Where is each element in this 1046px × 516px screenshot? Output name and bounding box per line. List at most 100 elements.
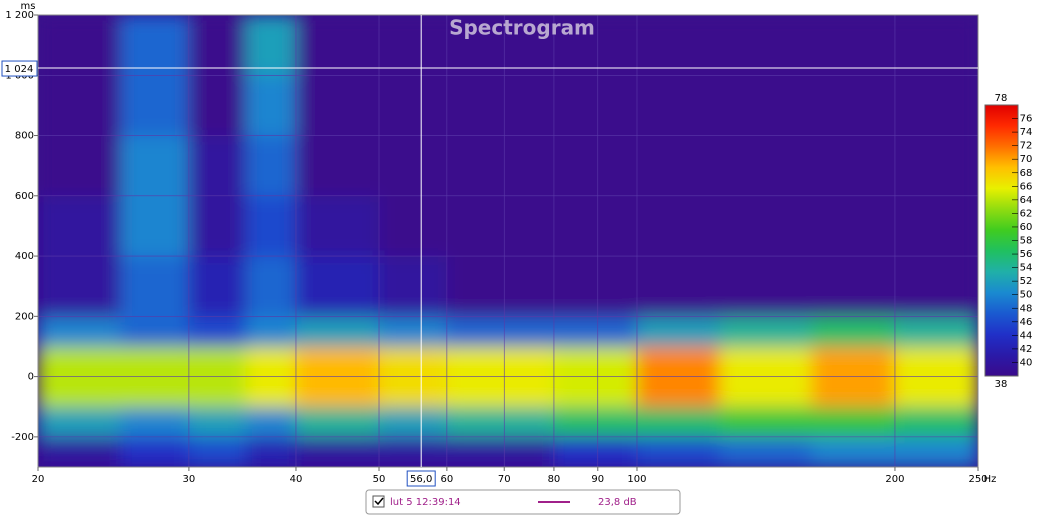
heat-cell [894, 255, 978, 317]
heat-cells [38, 15, 978, 467]
y-tick-label: 200 [15, 311, 34, 322]
heat-cell [295, 15, 380, 76]
heat-cell [245, 406, 297, 438]
color-tick-label: 66 [1020, 181, 1033, 192]
color-tick-label: 74 [1020, 127, 1033, 138]
heat-cell [719, 255, 813, 317]
heat-cell [719, 195, 813, 257]
heat-cell [378, 436, 448, 467]
color-tick-label: 46 [1020, 317, 1033, 328]
heat-cell [811, 135, 896, 197]
heat-cell [719, 135, 813, 197]
heat-cell [553, 255, 638, 317]
heat-cell [245, 74, 297, 137]
color-tick-label: 72 [1020, 141, 1033, 152]
heat-cell [295, 135, 380, 197]
cursor: 56,0 1 024 [1, 15, 978, 487]
chart-title: Spectrogram [449, 16, 595, 40]
heat-cell [38, 74, 122, 137]
heat-cell [378, 74, 448, 137]
heat-cell [38, 436, 122, 467]
y-tick-label: 1 200 [5, 10, 34, 21]
heat-cell [719, 315, 813, 347]
heat-cell [894, 74, 978, 137]
heat-cell [188, 406, 247, 438]
heat-cell [120, 436, 190, 467]
color-tick-label: 60 [1020, 222, 1033, 233]
heat-cell [245, 436, 297, 467]
heat-cell [188, 74, 247, 137]
heat-cell [553, 15, 638, 76]
color-max-label: 78 [995, 93, 1008, 104]
legend: lut 5 12:39:14 23,8 dB [365, 489, 681, 515]
heat-cell [378, 15, 448, 76]
heat-cell [378, 135, 448, 197]
x-tick-label: 90 [591, 474, 604, 485]
plot-frame [37, 14, 979, 468]
cursor-y-box [1, 60, 38, 77]
legend-checkbox[interactable] [372, 495, 385, 508]
heat-cell [120, 15, 190, 76]
heat-cell [188, 436, 247, 467]
heat-cell [719, 74, 813, 137]
heat-cell [120, 135, 190, 197]
legend-value: 23,8 dB [598, 497, 637, 508]
heat-cell [636, 195, 721, 257]
x-tick-label: 50 [373, 474, 386, 485]
heat-cell [553, 195, 638, 257]
color-tick-label: 40 [1020, 357, 1033, 368]
legend-name: lut 5 12:39:14 [390, 497, 461, 508]
color-tick-label: 62 [1020, 208, 1033, 219]
x-tick-label: 20 [32, 474, 45, 485]
heat-cell [188, 15, 247, 76]
heat-cell [811, 255, 896, 317]
heat-cell [245, 15, 297, 76]
y-tick-label: 0 [28, 372, 34, 383]
x-tick-label: 30 [183, 474, 196, 485]
heat-cell [894, 195, 978, 257]
heat-cell [120, 195, 190, 257]
heat-cell [636, 406, 721, 438]
heat-cell [378, 255, 448, 317]
heatmap [38, 15, 978, 467]
heat-cell [38, 195, 122, 257]
heat-cell [245, 195, 297, 257]
heat-cell [811, 195, 896, 257]
color-tick-label: 64 [1020, 195, 1033, 206]
heat-cell [811, 15, 896, 76]
check-mark [374, 497, 384, 506]
cursor-x-box [406, 470, 436, 487]
x-tick-label: 80 [548, 474, 561, 485]
heat-cell [378, 315, 448, 347]
heat-cell [553, 406, 638, 438]
heat-cell [811, 406, 896, 438]
heat-cell [553, 436, 638, 467]
y-unit: ms [21, 1, 36, 12]
heat-cell [553, 74, 638, 137]
heat-cell [245, 135, 297, 197]
heat-cell [295, 195, 380, 257]
heat-cell [38, 315, 122, 347]
heat-cell [295, 315, 380, 347]
cursor-y-label: 1 024 [5, 64, 34, 75]
heat-cell [120, 315, 190, 347]
color-tick-label: 42 [1020, 344, 1033, 355]
heat-cell [446, 15, 555, 76]
color-tick-label: 58 [1020, 236, 1033, 247]
heat-cell [295, 406, 380, 438]
y-tick-label: -200 [11, 432, 34, 443]
heat-cell [295, 74, 380, 137]
heat-cell [188, 195, 247, 257]
heat-cell [378, 406, 448, 438]
heat-cell [120, 74, 190, 137]
x-tick-label: 100 [627, 474, 646, 485]
heat-cell [894, 406, 978, 438]
cursor-x-label: 56,0 [410, 474, 432, 485]
heat-cell [894, 15, 978, 76]
heat-cell [120, 255, 190, 317]
heat-cell [188, 255, 247, 317]
heat-cell [636, 135, 721, 197]
heat-cell [446, 406, 555, 438]
x-tick-label: 60 [441, 474, 454, 485]
